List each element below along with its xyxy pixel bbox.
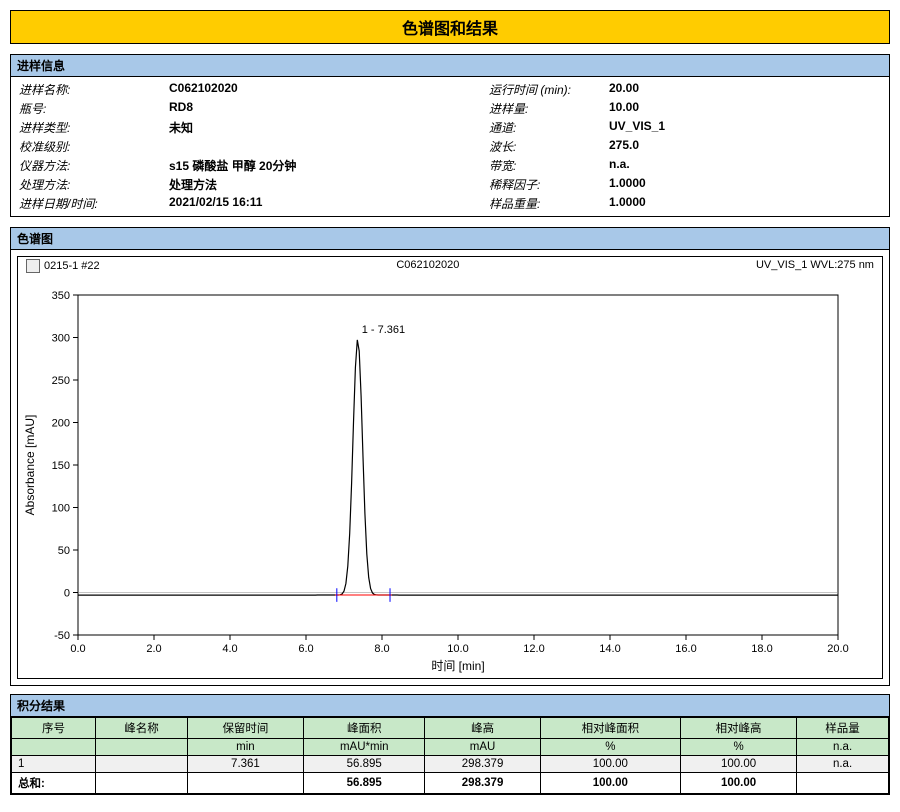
svg-text:6.0: 6.0 xyxy=(298,643,313,655)
info-label: 进样类型: xyxy=(19,119,169,136)
info-label: 样品重量: xyxy=(489,195,609,212)
svg-text:10.0: 10.0 xyxy=(447,643,468,655)
svg-text:2.0: 2.0 xyxy=(146,643,161,655)
table-header-cell: 相对峰面积 xyxy=(540,718,680,739)
table-cell: 7.361 xyxy=(187,756,303,773)
svg-text:0.0: 0.0 xyxy=(70,643,85,655)
results-section: 积分结果 序号峰名称保留时间峰面积峰高相对峰面积相对峰高样品量 minmAU*mi… xyxy=(10,694,890,795)
results-table: 序号峰名称保留时间峰面积峰高相对峰面积相对峰高样品量 minmAU*minmAU%… xyxy=(11,717,889,794)
svg-text:20.0: 20.0 xyxy=(827,643,848,655)
svg-text:12.0: 12.0 xyxy=(523,643,544,655)
table-cell xyxy=(797,773,889,794)
info-label: 运行时间 (min): xyxy=(489,81,609,98)
chart-header-left: 0215-1 #22 xyxy=(26,259,100,273)
table-cell xyxy=(96,773,188,794)
svg-text:350: 350 xyxy=(52,290,70,302)
table-cell: 总和: xyxy=(12,773,96,794)
info-label: 瓶号: xyxy=(19,100,169,117)
svg-text:50: 50 xyxy=(58,545,70,557)
table-header-cell: 峰名称 xyxy=(96,718,188,739)
chromatogram-section: 色谱图 0215-1 #22 C062102020 UV_VIS_1 WVL:2… xyxy=(10,227,890,686)
svg-text:Absorbance [mAU]: Absorbance [mAU] xyxy=(23,415,37,516)
svg-text:4.0: 4.0 xyxy=(222,643,237,655)
injection-info-grid: 进样名称:C062102020运行时间 (min):20.00 瓶号:RD8进样量… xyxy=(11,77,889,216)
info-value: C062102020 xyxy=(169,81,489,98)
table-header-cell: 相对峰高 xyxy=(681,718,797,739)
svg-text:8.0: 8.0 xyxy=(374,643,389,655)
info-value: 1.0000 xyxy=(609,195,881,212)
document-icon xyxy=(26,259,40,273)
info-label: 校准级别: xyxy=(19,138,169,155)
info-label: 进样日期/时间: xyxy=(19,195,169,212)
info-value: s15 磷酸盐 甲醇 20分钟 xyxy=(169,157,489,174)
info-value xyxy=(169,138,489,155)
table-cell: 1 xyxy=(12,756,96,773)
info-value: UV_VIS_1 xyxy=(609,119,881,136)
table-header-cell: % xyxy=(681,739,797,756)
info-value: 275.0 xyxy=(609,138,881,155)
info-label: 进样量: xyxy=(489,100,609,117)
info-label: 处理方法: xyxy=(19,176,169,193)
table-header-cell xyxy=(12,739,96,756)
info-label: 进样名称: xyxy=(19,81,169,98)
svg-text:14.0: 14.0 xyxy=(599,643,620,655)
results-header: 积分结果 xyxy=(11,695,889,717)
table-cell: 56.895 xyxy=(303,773,425,794)
table-header-cell: % xyxy=(540,739,680,756)
svg-text:150: 150 xyxy=(52,460,70,472)
info-value: 20.00 xyxy=(609,81,881,98)
table-cell: 56.895 xyxy=(303,756,425,773)
svg-text:100: 100 xyxy=(52,503,70,515)
chromatogram-svg: -50 0 50 100 150 200 250 300 350 0.0 2.0 4.0 6.0 8.0 1… xyxy=(18,275,858,675)
table-cell xyxy=(96,756,188,773)
info-value: 未知 xyxy=(169,119,489,136)
svg-text:1 - 7.361: 1 - 7.361 xyxy=(362,324,405,336)
info-value: 2021/02/15 16:11 xyxy=(169,195,489,212)
table-header-cell: 峰面积 xyxy=(303,718,425,739)
table-cell: 100.00 xyxy=(540,773,680,794)
table-header-cell: 样品量 xyxy=(797,718,889,739)
table-cell xyxy=(187,773,303,794)
svg-text:时间 [min]: 时间 [min] xyxy=(431,659,484,673)
table-cell: 100.00 xyxy=(540,756,680,773)
svg-text:-50: -50 xyxy=(54,630,70,642)
svg-text:200: 200 xyxy=(52,418,70,430)
table-cell: 100.00 xyxy=(681,773,797,794)
table-header-cell: 峰高 xyxy=(425,718,540,739)
table-header-cell: 序号 xyxy=(12,718,96,739)
table-header-cell xyxy=(96,739,188,756)
table-header-cell: mAU*min xyxy=(303,739,425,756)
table-cell: n.a. xyxy=(797,756,889,773)
report-title: 色谱图和结果 xyxy=(10,10,890,44)
table-header-cell: n.a. xyxy=(797,739,889,756)
info-label: 通道: xyxy=(489,119,609,136)
chromatogram-box: 0215-1 #22 C062102020 UV_VIS_1 WVL:275 n… xyxy=(17,256,883,679)
svg-text:0: 0 xyxy=(64,588,70,600)
svg-text:250: 250 xyxy=(52,375,70,387)
chromatogram-meta: 0215-1 #22 C062102020 UV_VIS_1 WVL:275 n… xyxy=(18,257,882,275)
table-cell: 100.00 xyxy=(681,756,797,773)
injection-info-header: 进样信息 xyxy=(11,55,889,77)
info-label: 带宽: xyxy=(489,157,609,174)
info-value: 1.0000 xyxy=(609,176,881,193)
svg-text:300: 300 xyxy=(52,333,70,345)
table-header-cell: mAU xyxy=(425,739,540,756)
info-value: n.a. xyxy=(609,157,881,174)
svg-text:18.0: 18.0 xyxy=(751,643,772,655)
chart-header-center: C062102020 xyxy=(396,259,459,273)
info-value: 处理方法 xyxy=(169,176,489,193)
table-header-cell: 保留时间 xyxy=(187,718,303,739)
chart-header-right: UV_VIS_1 WVL:275 nm xyxy=(756,259,874,273)
svg-text:16.0: 16.0 xyxy=(675,643,696,655)
info-value: 10.00 xyxy=(609,100,881,117)
info-value: RD8 xyxy=(169,100,489,117)
table-cell: 298.379 xyxy=(425,773,540,794)
info-label: 稀释因子: xyxy=(489,176,609,193)
injection-info-section: 进样信息 进样名称:C062102020运行时间 (min):20.00 瓶号:R… xyxy=(10,54,890,217)
table-cell: 298.379 xyxy=(425,756,540,773)
info-label: 波长: xyxy=(489,138,609,155)
chromatogram-header: 色谱图 xyxy=(11,228,889,250)
info-label: 仪器方法: xyxy=(19,157,169,174)
table-header-cell: min xyxy=(187,739,303,756)
